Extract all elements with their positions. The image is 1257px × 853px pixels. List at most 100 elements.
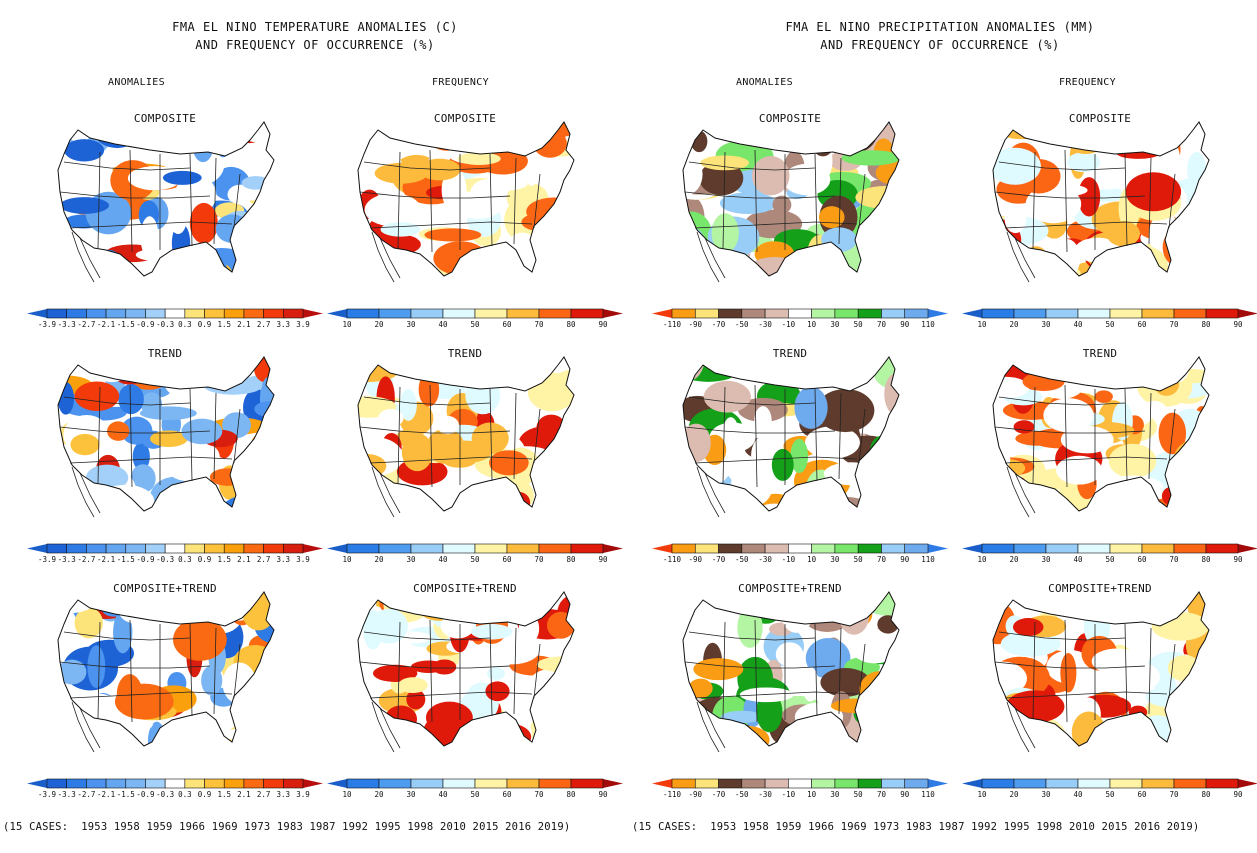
state-boundary — [59, 426, 211, 434]
colorbar-tick-label: -50 — [735, 555, 749, 564]
colorbar-low-arrow — [27, 779, 47, 788]
shading-blob — [1008, 256, 1062, 276]
shading-blob — [504, 232, 541, 275]
colorbar-low-arrow — [962, 309, 982, 318]
shading-blob — [683, 258, 711, 276]
shading-blob — [395, 499, 418, 511]
colorbar-swatch — [834, 778, 859, 789]
us-map — [57, 591, 275, 753]
shading-blob — [262, 255, 274, 272]
colorbar-low-arrow — [27, 544, 47, 553]
colorbar-frequency: 10 20 30 40 50 60 70 80 90 — [960, 305, 1257, 331]
panel-title: TREND — [447, 347, 483, 360]
precipitation-title: FMA EL NINO PRECIPITATION ANOMALIES (MM)… — [705, 18, 1175, 54]
colorbar-high-arrow — [1238, 779, 1257, 788]
us-map — [57, 356, 275, 518]
colorbar-high-arrow — [603, 309, 623, 318]
shading-blob — [1012, 716, 1067, 746]
colorbar-swatch — [1077, 543, 1111, 554]
colorbar-low-arrow — [962, 544, 982, 553]
colorbar-high-arrow — [1238, 309, 1257, 318]
shading-blob — [214, 122, 232, 158]
colorbar-low-arrow — [327, 779, 347, 788]
state-boundary — [69, 221, 233, 229]
shading-blob — [462, 492, 503, 511]
shading-blob — [260, 697, 274, 723]
shading-blob — [114, 683, 174, 720]
shading-blob — [58, 483, 102, 511]
shading-blob — [165, 449, 212, 482]
shading-blob — [58, 488, 91, 511]
colorbar-high-arrow — [928, 309, 948, 318]
shading-blob — [222, 662, 257, 704]
shading-blob — [683, 153, 703, 196]
shading-blob — [536, 414, 567, 443]
colorbar-frequency: 10 20 30 40 50 60 70 80 90 — [960, 775, 1257, 801]
shading-blob — [58, 659, 87, 685]
shading-blob — [783, 163, 831, 196]
colorbar-tick-label: 0.9 — [198, 555, 212, 564]
colorbar-swatch — [1109, 308, 1143, 319]
colorbar-tick-label: -2.1 — [97, 320, 115, 329]
state-boundary — [513, 392, 517, 480]
shading-blob — [227, 184, 254, 205]
colorbar-low-arrow — [652, 544, 672, 553]
state-boundary — [858, 408, 866, 464]
shading-blob — [1179, 465, 1209, 505]
shading-blob — [369, 608, 408, 644]
shading-blob — [1191, 721, 1209, 741]
colorbar-tick-label: 80 — [566, 320, 576, 329]
shading-blob — [693, 610, 751, 640]
colorbar-tick-label: 50 — [854, 790, 864, 799]
panel-title: COMPOSITE+TREND — [113, 582, 217, 595]
colorbar-tick-label: -10 — [782, 555, 796, 564]
colorbar-tick-label: 40 — [438, 555, 448, 564]
colorbar-tick-label: 70 — [1169, 320, 1179, 329]
shading-blob — [1137, 366, 1193, 407]
state-boundary — [429, 384, 433, 488]
shading-blob — [683, 255, 728, 276]
column-label-precip-anomalies: ANOMALIES — [736, 77, 793, 88]
colorbar-swatch — [1109, 778, 1143, 789]
mexico-coastline — [371, 466, 401, 518]
colorbar-tick-label: 110 — [921, 555, 935, 564]
shading-blob — [73, 230, 96, 273]
colorbar-tick-label: 50 — [1105, 555, 1115, 564]
mexico-coastline — [1006, 701, 1036, 753]
shading-blob — [534, 224, 574, 268]
colorbar-tick-label: -3.3 — [58, 555, 76, 564]
shading-blob — [173, 734, 207, 746]
colorbar-swatch — [718, 308, 743, 319]
colorbar-tick-label: 1.5 — [217, 320, 231, 329]
colorbar-tick-label: 40 — [1073, 555, 1083, 564]
colorbar-swatch — [1173, 778, 1207, 789]
shading-blob — [993, 502, 1021, 511]
colorbar-tick-label: -70 — [712, 555, 726, 564]
shading-blob — [489, 450, 529, 476]
shading-blob — [59, 197, 109, 214]
colorbar-swatch — [1205, 308, 1239, 319]
colorbar-tick-label: 3.3 — [277, 320, 291, 329]
state-boundary — [189, 623, 193, 717]
colorbar-tick-label: 70 — [534, 320, 544, 329]
colorbar-tick-label: -0.3 — [156, 555, 174, 564]
shading-blob — [460, 727, 479, 743]
shading-blob — [1141, 400, 1167, 418]
shading-blob — [1008, 259, 1068, 276]
shading-blob — [74, 381, 120, 411]
map-panel-temperature-frequency-composite-plus-trend: COMPOSITE+TREND — [320, 570, 610, 760]
colorbar-tick-label: -90 — [688, 790, 702, 799]
colorbar-swatch — [1045, 308, 1079, 319]
shading-blob — [558, 183, 574, 221]
state-boundary — [814, 153, 818, 247]
colorbar-swatch — [1141, 543, 1175, 554]
colorbar-swatch — [1013, 543, 1047, 554]
state-boundary — [59, 661, 211, 669]
shading-blob — [544, 468, 565, 493]
colorbar-tick-label: 50 — [470, 790, 480, 799]
shading-blob — [683, 243, 704, 276]
shading-blob — [772, 195, 792, 214]
state-boundary — [359, 191, 511, 199]
colorbar-tick-label: 110 — [921, 790, 935, 799]
shading-blob — [87, 645, 106, 689]
